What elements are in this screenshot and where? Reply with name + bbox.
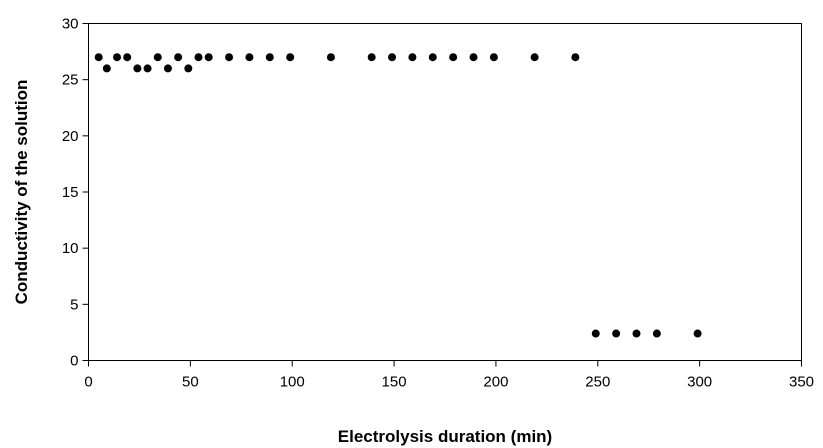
x-tick-label: 150 <box>382 374 407 391</box>
data-point <box>652 329 661 338</box>
y-tick-label: 0 <box>70 353 78 370</box>
data-point <box>632 329 641 338</box>
x-tick-label: 50 <box>182 374 199 391</box>
data-point <box>693 329 702 338</box>
data-point <box>245 53 254 62</box>
data-point <box>367 53 376 62</box>
data-point <box>286 53 295 62</box>
data-point <box>133 64 142 73</box>
y-tick-label: 25 <box>62 72 79 89</box>
data-point <box>265 53 274 62</box>
data-point <box>194 53 203 62</box>
x-tick-label: 350 <box>789 374 814 391</box>
data-point <box>530 53 539 62</box>
data-point <box>388 53 397 62</box>
y-tick-label: 15 <box>62 184 79 201</box>
data-point <box>184 64 193 73</box>
data-point <box>204 53 213 62</box>
y-axis-ticks: 0 5 10 15 20 25 30 <box>62 16 89 370</box>
data-point <box>571 53 580 62</box>
x-tick-label: 200 <box>483 374 508 391</box>
data-point <box>428 53 437 62</box>
x-tick-label: 100 <box>280 374 305 391</box>
x-tick-label: 300 <box>687 374 712 391</box>
y-tick-label: 5 <box>70 296 78 313</box>
y-tick-label: 30 <box>62 16 79 33</box>
data-point <box>469 53 478 62</box>
data-point <box>153 53 162 62</box>
data-point <box>225 53 234 62</box>
x-tick-label: 250 <box>585 374 610 391</box>
data-point <box>591 329 600 338</box>
y-tick-label: 20 <box>62 128 79 145</box>
data-point <box>102 64 111 73</box>
y-tick-label: 10 <box>62 240 79 257</box>
data-point <box>174 53 183 62</box>
data-point <box>612 329 621 338</box>
data-point <box>449 53 458 62</box>
data-points <box>94 53 702 338</box>
data-point <box>326 53 335 62</box>
x-axis-ticks: 0 50 100 150 200 250 300 350 <box>84 360 814 391</box>
x-axis-title: Electrolysis duration (min) <box>338 427 552 446</box>
plot-area <box>88 23 802 361</box>
data-point <box>113 53 122 62</box>
y-axis-title: Conductivity of the solution <box>12 80 31 305</box>
data-point <box>143 64 152 73</box>
x-tick-label: 0 <box>84 374 92 391</box>
data-point <box>163 64 172 73</box>
data-point <box>489 53 498 62</box>
data-point <box>408 53 417 62</box>
data-point <box>123 53 132 62</box>
data-point <box>94 53 103 62</box>
